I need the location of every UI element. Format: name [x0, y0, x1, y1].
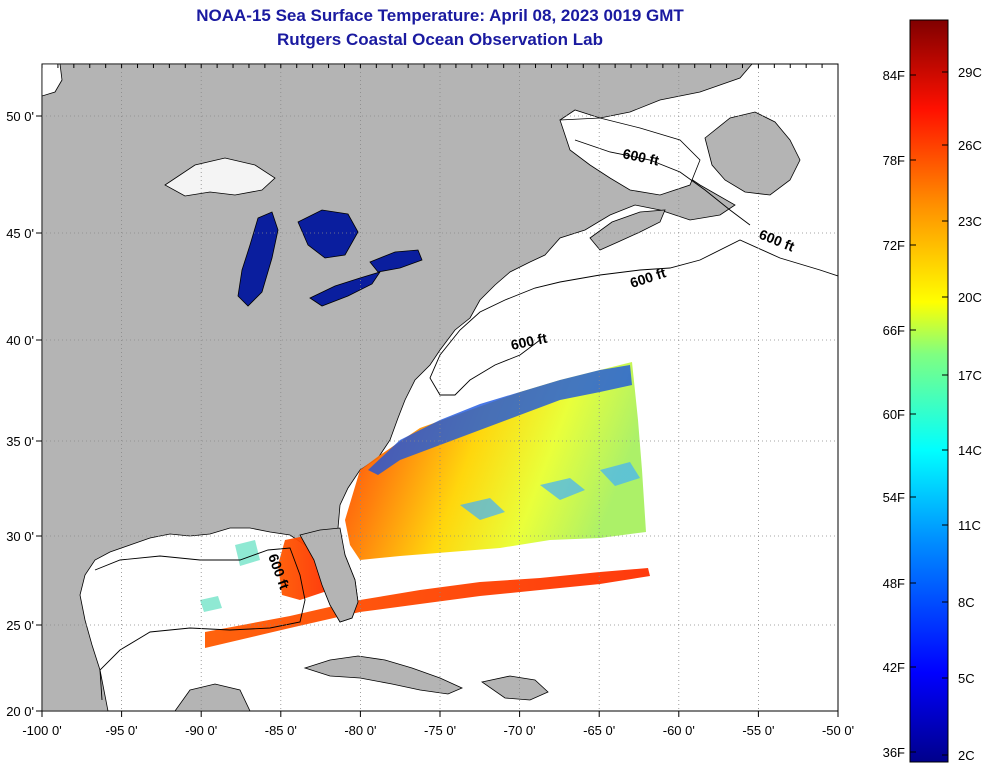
sst-cold-patches	[460, 462, 640, 520]
colorbar-f-label: 60F	[883, 407, 905, 422]
colorbar-c-label: 17C	[958, 368, 982, 383]
contour-600ft-gulf	[94, 547, 306, 701]
lat-label: 50 0'	[6, 109, 34, 124]
hudson-bay	[42, 64, 63, 97]
colorbar-f-label: 84F	[883, 68, 905, 83]
lon-label: -95 0'	[106, 723, 138, 738]
colorbar-f-label: 36F	[883, 745, 905, 760]
lon-label: -85 0'	[265, 723, 297, 738]
lon-label: -90 0'	[185, 723, 217, 738]
colorbar-c-label: 2C	[958, 748, 975, 763]
lake-erie	[309, 271, 381, 307]
colorbar-c-label: 8C	[958, 595, 975, 610]
gridlines	[42, 64, 838, 711]
lat-label: 45 0'	[6, 226, 34, 241]
latitude-labels: 20 0' 25 0' 30 0' 35 0' 40 0' 45 0' 50 0'	[6, 109, 34, 719]
colorbar-celsius-labels: 29C 26C 23C 20C 17C 14C 11C 8C 5C 2C	[942, 65, 982, 763]
colorbar-f-label: 66F	[883, 323, 905, 338]
lat-label: 25 0'	[6, 618, 34, 633]
chart-title: NOAA-15 Sea Surface Temperature: April 0…	[196, 6, 684, 25]
land-newfoundland	[704, 111, 801, 196]
colorbar-f-label: 42F	[883, 660, 905, 675]
lat-label: 40 0'	[6, 333, 34, 348]
contour-label: 600 ft	[509, 330, 548, 353]
lon-label: -70 0'	[504, 723, 536, 738]
colorbar-c-label: 5C	[958, 671, 975, 686]
lake-michigan	[237, 211, 279, 307]
lon-label: -100 0'	[22, 723, 61, 738]
colorbar	[909, 19, 949, 763]
colorbar-f-label: 54F	[883, 490, 905, 505]
colorbar-f-label: 72F	[883, 238, 905, 253]
land-cuba	[303, 655, 463, 695]
sst-cold-fringe	[368, 365, 632, 475]
colorbar-c-label: 11C	[958, 518, 981, 533]
colorbar-f-label: 48F	[883, 576, 905, 591]
land-florida	[299, 527, 359, 623]
lake-ontario	[369, 249, 423, 273]
gulf-st-lawrence	[559, 117, 701, 196]
sst-swath-south	[205, 568, 650, 648]
colorbar-f-label: 78F	[883, 153, 905, 168]
lon-label: -60 0'	[663, 723, 695, 738]
chart-subtitle: Rutgers Coastal Ocean Observation Lab	[277, 30, 603, 49]
lon-label: -65 0'	[583, 723, 615, 738]
longitude-labels: -100 0' -95 0' -90 0' -85 0' -80 0' -75 0' -70…	[22, 723, 854, 738]
colorbar-c-label: 29C	[958, 65, 982, 80]
land-hispaniola	[481, 675, 549, 701]
lon-label: -50 0'	[822, 723, 854, 738]
colorbar-fahrenheit-labels: 84F 78F 72F 66F 60F 54F 48F 42F 36F	[883, 68, 916, 760]
lon-label: -55 0'	[742, 723, 774, 738]
land-nova-scotia	[589, 209, 666, 251]
colorbar-c-label: 26C	[958, 138, 982, 153]
colorbar-c-label: 23C	[958, 214, 982, 229]
contour-label: 600 ft	[621, 145, 660, 168]
contour-600ft-north	[574, 139, 751, 226]
contour-600ft	[429, 239, 838, 396]
lat-label: 20 0'	[6, 704, 34, 719]
lat-label: 30 0'	[6, 529, 34, 544]
colorbar-c-label: 20C	[958, 290, 982, 305]
land-yucatan	[174, 683, 251, 711]
frame-ticks	[36, 64, 839, 717]
lake-superior	[164, 157, 276, 197]
lake-huron	[297, 209, 359, 259]
lon-label: -80 0'	[344, 723, 376, 738]
colorbar-c-label: 14C	[958, 443, 982, 458]
lat-label: 35 0'	[6, 434, 34, 449]
sst-swath-atlantic	[345, 362, 646, 560]
lon-label: -75 0'	[424, 723, 456, 738]
